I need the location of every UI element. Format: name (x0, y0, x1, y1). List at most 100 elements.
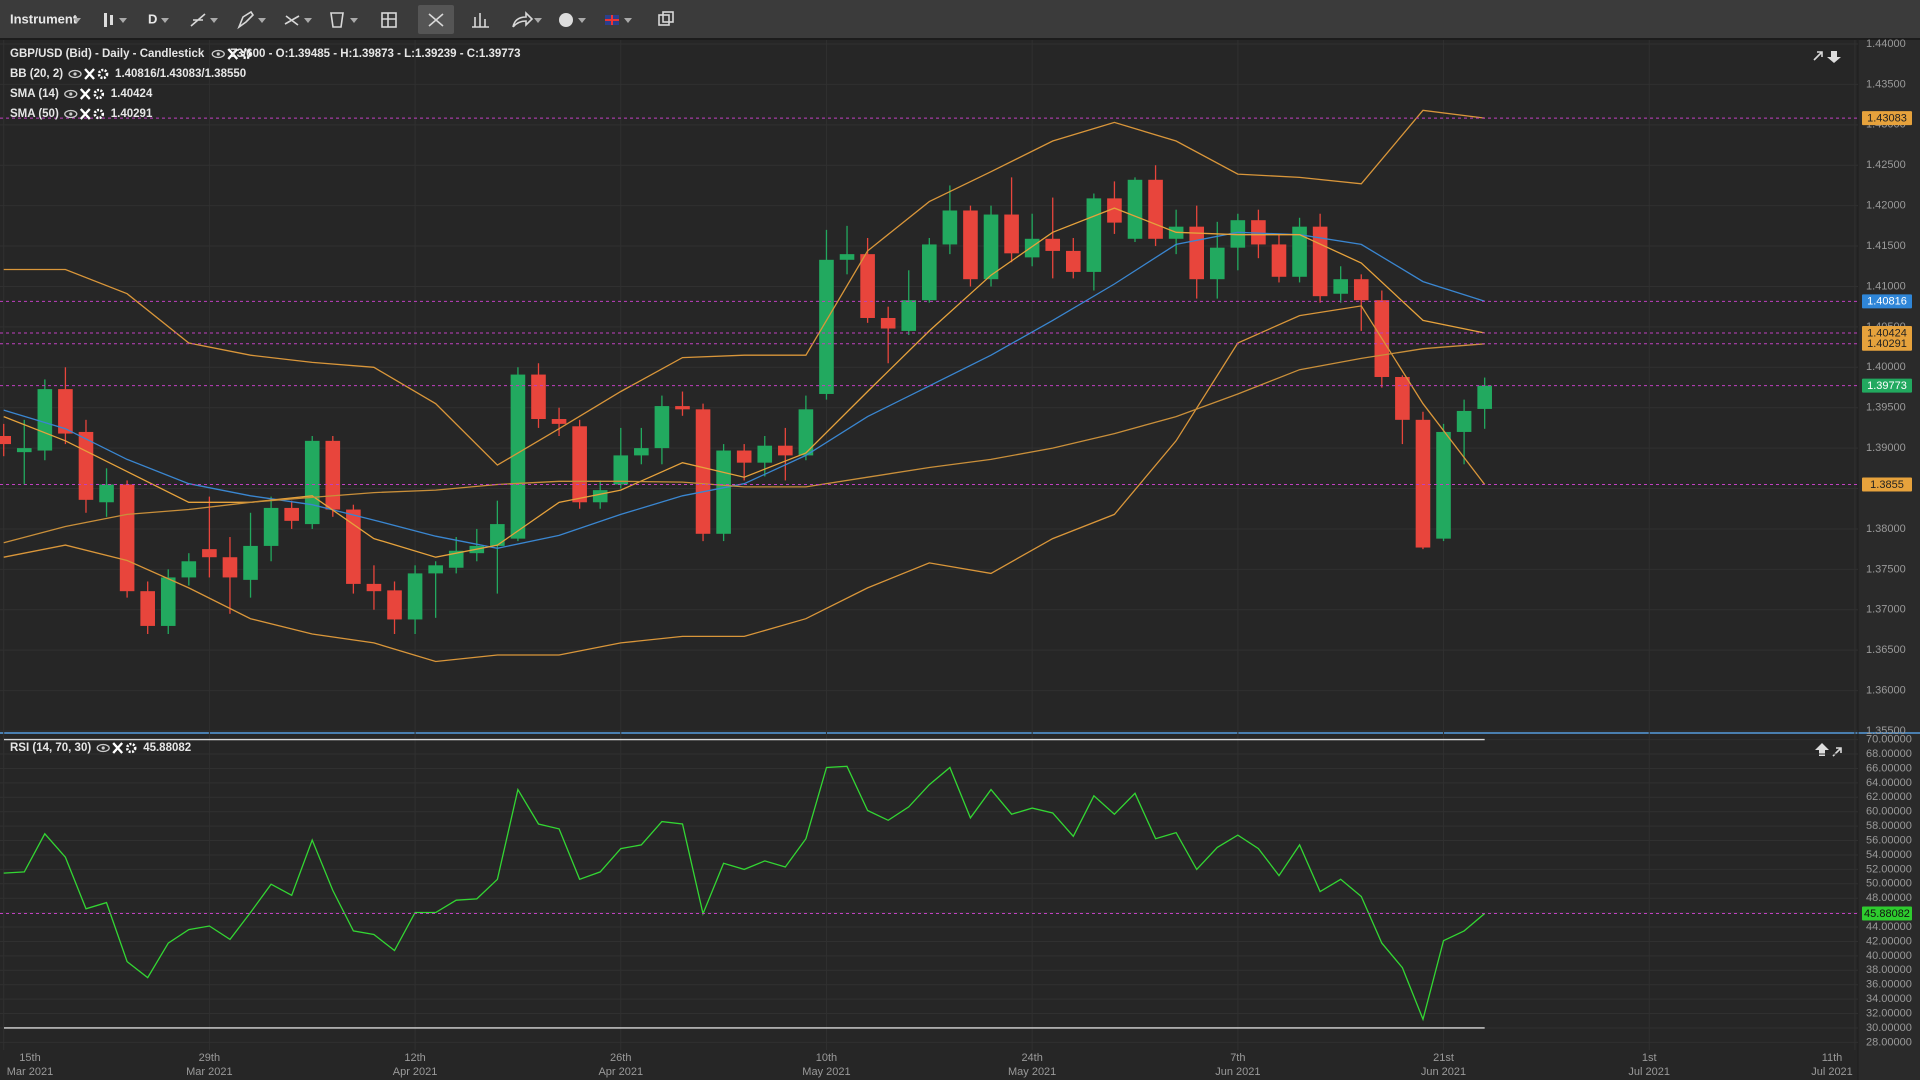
y-tick-label: 1.41000 (1866, 280, 1906, 292)
candle-body (551, 419, 567, 424)
y-tick-label: 66.00000 (1866, 762, 1912, 774)
icon-bars (472, 13, 489, 28)
icon-eye (96, 743, 110, 753)
icon-line (190, 13, 206, 27)
indicator-controls[interactable] (211, 48, 252, 60)
fib-tool-button[interactable] (284, 15, 312, 26)
theme-button[interactable] (559, 13, 586, 27)
x-tick-sublabel: Jun 2021 (1215, 1066, 1260, 1078)
icon-gear (93, 88, 105, 100)
icon-maximize (1813, 51, 1823, 61)
icon-eye-pupil (69, 92, 73, 96)
candle-body (860, 254, 875, 318)
indicators-button[interactable] (472, 13, 489, 28)
marks-layer (0, 109, 1858, 1029)
x-tick-sublabel: Apr 2021 (393, 1066, 438, 1078)
timeframe-menu[interactable]: D (148, 11, 169, 26)
candle-body (1271, 244, 1287, 277)
candle-body (1333, 279, 1348, 294)
y-tick-label: 62.00000 (1866, 791, 1912, 803)
dropdown-caret (350, 18, 358, 23)
indicator-controls[interactable] (64, 108, 105, 120)
icon-move-up (1815, 743, 1829, 756)
x-tick-label: 10th (816, 1052, 837, 1064)
shape-tool-button[interactable] (330, 12, 358, 28)
y-tick-label: 68.00000 (1866, 748, 1912, 760)
y-tick-label: 1.43500 (1866, 78, 1906, 90)
candle-body (613, 455, 629, 485)
candle-body (387, 590, 402, 620)
y-tick-label: 1.42000 (1866, 200, 1906, 212)
candle-body (901, 300, 917, 331)
chart-style-button[interactable] (104, 13, 127, 27)
instrument-label[interactable]: Instrument (10, 11, 78, 26)
y-tick-label: 36.00000 (1866, 979, 1912, 991)
icon-close (112, 742, 124, 754)
x-tick-label: 21st (1433, 1052, 1454, 1064)
y-tick-label: 38.00000 (1866, 964, 1912, 976)
y-tick-label: 48.00000 (1866, 892, 1912, 904)
candle-body (880, 317, 896, 329)
price-tag-label: 1.40424 (1867, 327, 1907, 339)
y-tick-label: 44.00000 (1866, 921, 1912, 933)
indicator-controls[interactable] (64, 88, 105, 100)
candle-body (407, 573, 423, 620)
rsi-panel-controls[interactable] (1815, 743, 1842, 757)
instrument-menu[interactable]: Instrument (10, 11, 81, 26)
y-tick-label: 1.35500 (1866, 725, 1906, 737)
x-tick-label: 11th (1822, 1052, 1843, 1064)
y-tick-label: 42.00000 (1866, 935, 1912, 947)
icon-eye (68, 69, 82, 79)
y-tick-label: 30.00000 (1866, 1022, 1912, 1034)
icon-close (79, 108, 91, 120)
candle-body (202, 549, 217, 558)
candle-body (942, 210, 958, 245)
indicator-controls[interactable] (68, 68, 109, 80)
candle-body (0, 435, 12, 445)
x-tick-label: 24th (1021, 1052, 1042, 1064)
icon-layout (381, 12, 397, 28)
candle-body (1436, 431, 1451, 539)
toolbar (0, 0, 1920, 39)
candle-body (983, 214, 999, 280)
candle-body (798, 409, 814, 456)
x-tick-sublabel: Mar 2021 (7, 1066, 53, 1078)
indicator-line (3, 305, 1486, 663)
x-tick-sublabel: May 2021 (1008, 1066, 1056, 1078)
candle-body (1415, 419, 1431, 548)
icon-gear (240, 48, 252, 60)
overlay-layer: 1.430831.408161.404241.402911.397731.385… (10, 48, 1912, 921)
icon-close (79, 88, 91, 100)
candle-body (839, 254, 855, 260)
fullscreen-button[interactable] (418, 5, 454, 34)
x-tick-sublabel: Jul 2021 (1811, 1066, 1853, 1078)
price-tag (1862, 477, 1912, 492)
candle-body (1065, 250, 1081, 272)
candle-body (716, 450, 731, 534)
y-tick-label: 1.39000 (1866, 442, 1906, 454)
candle-body (1230, 220, 1246, 248)
x-tick-sublabel: May 2021 (802, 1066, 850, 1078)
chart-title: GBP/USD (Bid) - Daily - Candlestick (10, 48, 205, 60)
dropdown-caret (304, 18, 312, 23)
line-tool-button[interactable] (190, 13, 218, 27)
share-button[interactable] (512, 11, 542, 28)
main-panel-controls[interactable] (1813, 51, 1841, 63)
y-tick-label: 56.00000 (1866, 834, 1912, 846)
timeframe-label[interactable]: D (148, 11, 157, 26)
icon-pencil (237, 10, 255, 30)
legend-value: 1.40424 (111, 88, 153, 100)
y-tick-label: 1.41500 (1866, 240, 1906, 252)
detach-button[interactable] (658, 11, 674, 26)
x-tick-label: 26th (610, 1052, 631, 1064)
legend-label: BB (20, 2) (10, 68, 63, 80)
language-button[interactable] (605, 15, 632, 25)
candle-body (263, 507, 279, 546)
icon-share (512, 11, 534, 28)
layout-button[interactable] (381, 12, 397, 28)
y-tick-label: 1.38000 (1866, 523, 1906, 535)
indicator-controls[interactable] (96, 742, 137, 754)
draw-tool-button[interactable] (237, 10, 266, 30)
y-tick-label: 64.00000 (1866, 777, 1912, 789)
